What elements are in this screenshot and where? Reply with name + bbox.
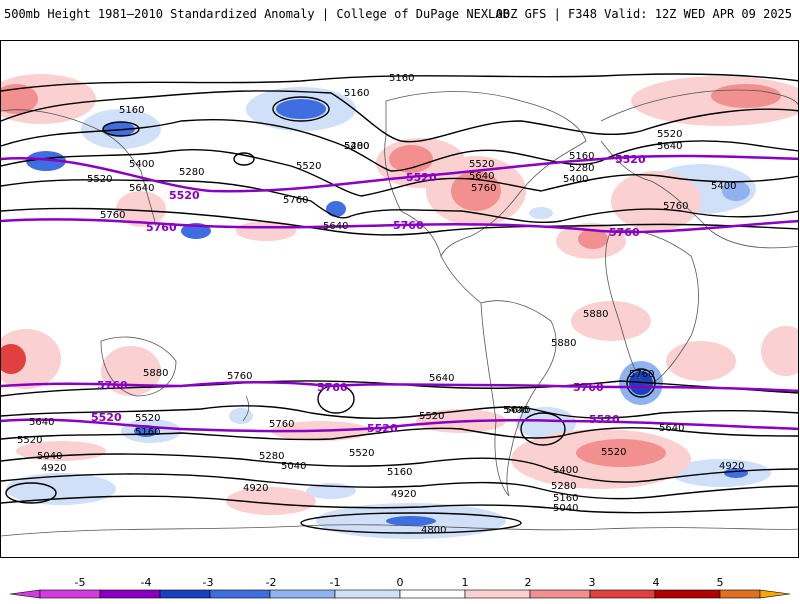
- colorbar-tick: 4: [652, 576, 660, 589]
- ref-label-5520-so2: 5520: [367, 422, 398, 435]
- height-contour-labels: 5160 5160 5160 5400 5280 5400 5520 5640 …: [17, 73, 744, 536]
- height-label: 5520: [469, 159, 494, 170]
- height-label: 5400: [344, 141, 369, 152]
- height-label: 4920: [719, 461, 744, 472]
- height-label: 5880: [551, 338, 576, 349]
- height-label: 5280: [344, 141, 369, 152]
- height-label: 5400: [503, 405, 528, 416]
- height-label: 5760: [100, 210, 125, 221]
- height-label: 5760: [283, 195, 308, 206]
- colorbar-tick: -4: [140, 576, 152, 589]
- height-label: 5520: [419, 411, 444, 422]
- height-contours: [1, 73, 798, 534]
- height-label: 5520: [296, 161, 321, 172]
- height-label: 5640: [129, 183, 154, 194]
- height-label: 5160: [387, 467, 412, 478]
- ref-label-5520-eu: 5520: [615, 153, 646, 166]
- height-label: 5160: [344, 88, 369, 99]
- colorbar-scale: [9, 589, 791, 599]
- chart-title: 500mb Height 1981–2010 Standardized Anom…: [4, 7, 510, 21]
- height-label: 5520: [17, 435, 42, 446]
- colorbar-tick: 2: [524, 576, 532, 589]
- ref-label-5520-so1: 5520: [91, 411, 122, 424]
- height-label: 5160: [135, 427, 160, 438]
- height-label: 5640: [657, 141, 682, 152]
- height-label: 5520: [87, 174, 112, 185]
- height-label: 4920: [41, 463, 66, 474]
- height-label: 5640: [323, 221, 348, 232]
- height-label: 5640: [469, 171, 494, 182]
- height-label: 5520: [657, 129, 682, 140]
- height-label: 5760: [227, 371, 252, 382]
- height-label: 5520: [601, 447, 626, 458]
- height-label: 5160: [119, 105, 144, 116]
- height-label: 5040: [281, 461, 306, 472]
- height-label: 5640: [505, 405, 530, 416]
- coastlines: [1, 89, 798, 537]
- map-canvas: 5520 5520 5520 5760 5760 5760 5760 5760 …: [1, 73, 798, 539]
- ref-label-5520-pac: 5520: [169, 189, 200, 202]
- height-label: 5640: [659, 423, 684, 434]
- colorbar-tick: -3: [202, 576, 214, 589]
- ref-label-5760-satl: 5760: [573, 381, 604, 394]
- height-label: 5040: [37, 451, 62, 462]
- height-label: 4800: [421, 525, 446, 536]
- height-label: 5760: [269, 419, 294, 430]
- height-label: 5280: [259, 451, 284, 462]
- height-label: 5160: [389, 73, 414, 84]
- height-label: 5760: [663, 201, 688, 212]
- height-label: 5640: [429, 373, 454, 384]
- height-label: 5160: [569, 151, 594, 162]
- colorbar-tick: 5: [716, 576, 724, 589]
- ref-label-5760-atl: 5760: [393, 219, 424, 232]
- height-label: 5400: [129, 159, 154, 170]
- ref-label-5520-so3: 5520: [589, 413, 620, 426]
- ref-label-5760-afr: 5760: [609, 226, 640, 239]
- reference-contours: [1, 154, 798, 433]
- height-label: 5400: [711, 181, 736, 192]
- height-label: 5880: [583, 309, 608, 320]
- colorbar-tick: 3: [588, 576, 596, 589]
- anomaly-colorbar: -5 -4 -3 -2 -1 0 1 2 3 4 5: [0, 566, 800, 600]
- height-label: 5280: [551, 481, 576, 492]
- ref-label-5760-aus: 5760: [97, 379, 128, 392]
- height-label: 5520: [135, 413, 160, 424]
- colorbar-tick: -5: [74, 576, 86, 589]
- model-run-info: 00Z GFS | F348 Valid: 12Z WED APR 09 202…: [495, 7, 792, 21]
- positive-anomaly-shading: [1, 74, 798, 515]
- reference-contour-labels: 5520 5520 5520 5760 5760 5760 5760 5760 …: [91, 153, 646, 435]
- colorbar-tick: -1: [329, 576, 341, 589]
- height-label: 4920: [243, 483, 268, 494]
- ref-label-5760-sp: 5760: [317, 381, 348, 394]
- height-label: 5280: [569, 163, 594, 174]
- height-label: 5160: [553, 493, 578, 504]
- height-label: 5880: [143, 368, 168, 379]
- height-label: 5040: [553, 503, 578, 514]
- height-label: 4920: [391, 489, 416, 500]
- colorbar-tick: 0: [396, 576, 404, 589]
- height-label: 5640: [29, 417, 54, 428]
- ref-label-5520-na: 5520: [406, 171, 437, 184]
- height-label: 5400: [553, 465, 578, 476]
- colorbar-tick: 1: [461, 576, 469, 589]
- colorbar-tick: -2: [265, 576, 277, 589]
- height-label: 5520: [349, 448, 374, 459]
- height-label: 5760: [629, 369, 654, 380]
- ref-label-5760-pac: 5760: [146, 221, 177, 234]
- height-label: 5400: [563, 174, 588, 185]
- height-label: 5760: [471, 183, 496, 194]
- map-panel[interactable]: 5520 5520 5520 5760 5760 5760 5760 5760 …: [0, 40, 799, 558]
- header: 500mb Height 1981–2010 Standardized Anom…: [0, 0, 800, 28]
- height-label: 5280: [179, 167, 204, 178]
